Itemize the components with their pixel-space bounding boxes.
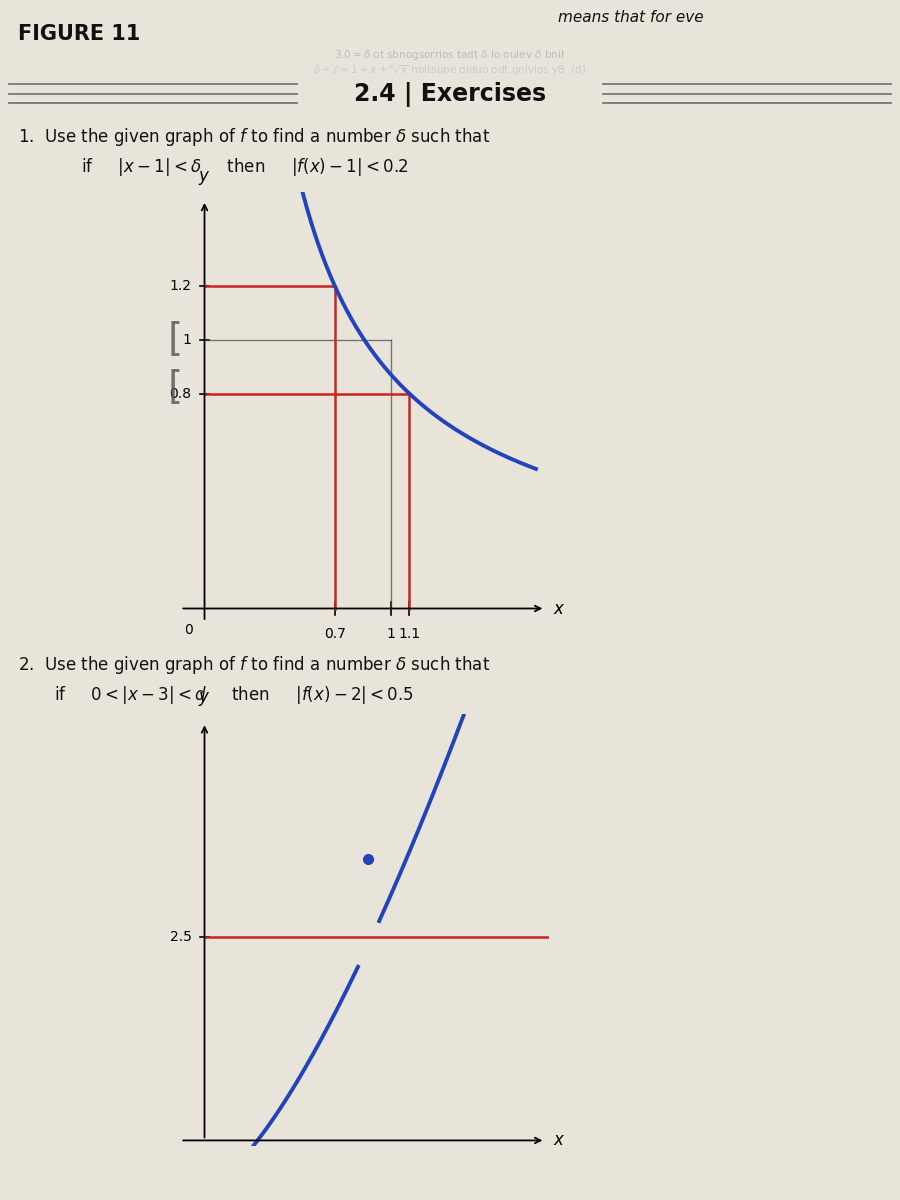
Text: 1: 1 [183,332,192,347]
Text: 2.  Use the given graph of $f$ to find a number $\delta$ such that: 2. Use the given graph of $f$ to find a … [18,654,490,676]
Text: 0: 0 [184,623,194,637]
Text: 0.7: 0.7 [324,628,346,641]
Text: if     $|x - 1| < \delta$     then     $|f(x) - 1| < 0.2$: if $|x - 1| < \delta$ then $|f(x) - 1| <… [81,156,409,178]
Text: 2.4 | Exercises: 2.4 | Exercises [354,82,546,107]
Text: $y$: $y$ [198,690,211,708]
Text: $3.0 = \delta$ ot sbnogsorrios tadt $\delta$ lo oulev $\delta$ bnił: $3.0 = \delta$ ot sbnogsorrios tadt $\de… [335,48,565,62]
Text: $\delta + \mathcal{E} = 1 + x + {}^4\!\sqrt{x}$ noitsupe oiduo odt gnivlos y8  (: $\delta + \mathcal{E} = 1 + x + {}^4\!\s… [313,62,587,78]
Text: means that for eve: means that for eve [558,10,704,24]
Text: 0.8: 0.8 [169,386,192,401]
Text: if     $0 < |x - 3| < d$     then     $|f(x) - 2| < 0.5$: if $0 < |x - 3| < d$ then $|f(x) - 2| < … [54,684,414,706]
Text: [: [ [168,370,184,407]
Text: 2.5: 2.5 [169,930,192,944]
Text: 1.1: 1.1 [399,628,420,641]
Text: $y$: $y$ [198,169,211,187]
Text: $x$: $x$ [553,1132,565,1150]
Text: 1.  Use the given graph of $f$ to find a number $\delta$ such that: 1. Use the given graph of $f$ to find a … [18,126,490,148]
Text: 1.2: 1.2 [169,280,192,293]
Text: $x$: $x$ [553,600,565,618]
Text: FIGURE 11: FIGURE 11 [18,24,140,44]
Text: [: [ [168,320,184,359]
Text: 1: 1 [386,628,395,641]
